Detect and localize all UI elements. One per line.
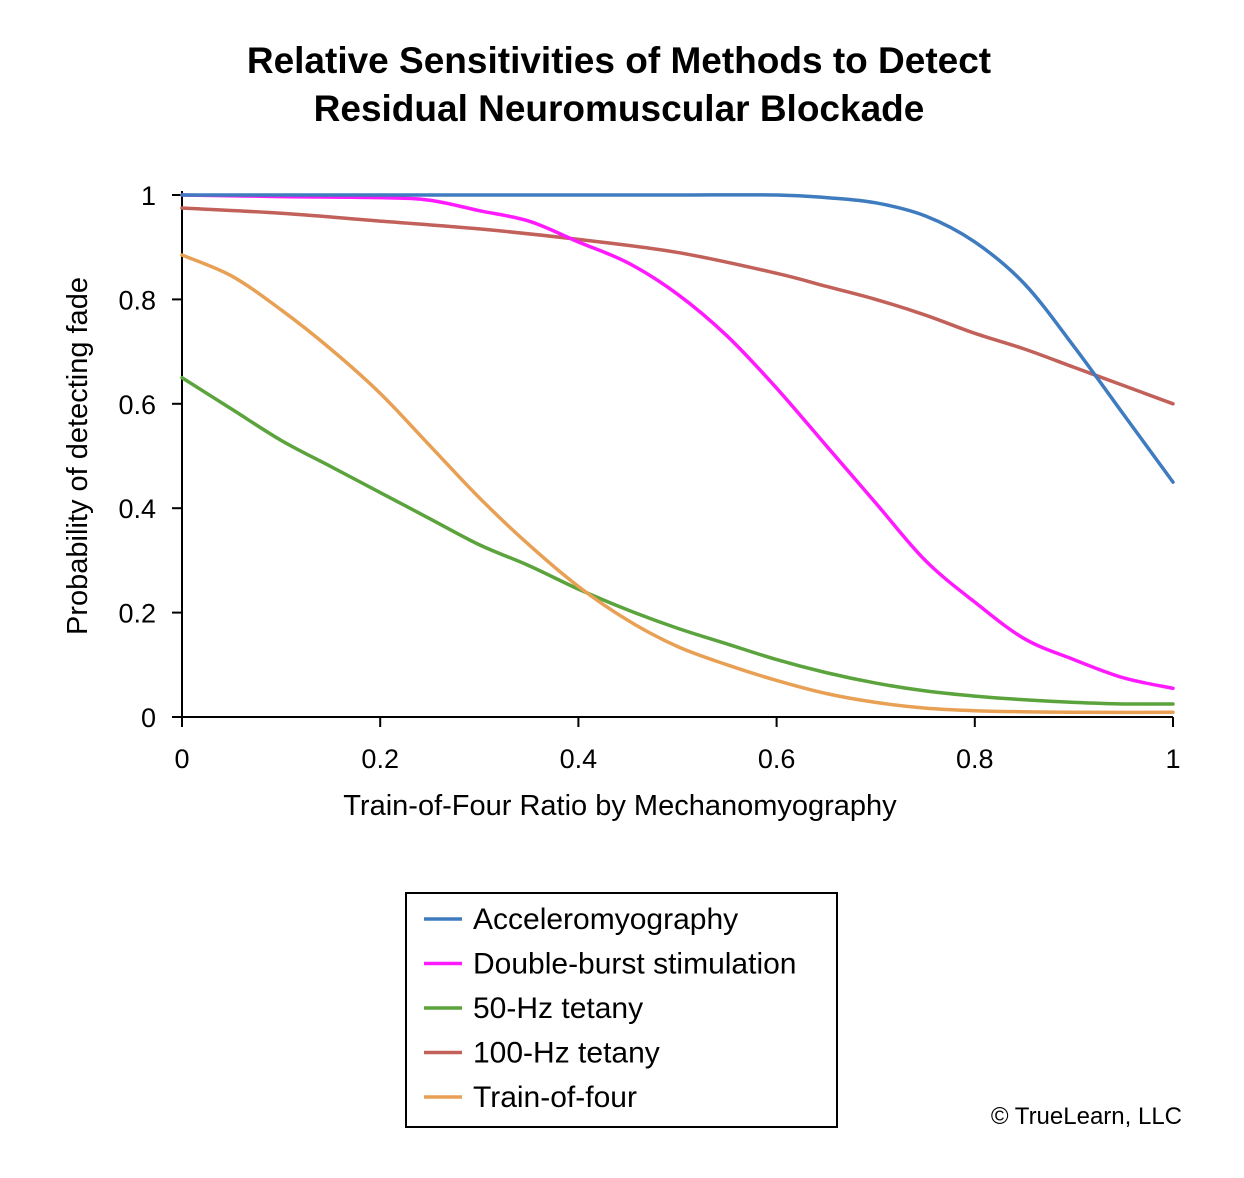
axes: 0 0.2 0.4 0.6 0.8 1 0 0.2 0.4 0.6 0.8 1 [118,181,1180,774]
y-tick-label: 0.4 [118,494,156,524]
legend-label: Train-of-four [473,1081,637,1114]
legend-box [405,892,838,1128]
series-lines [180,193,1175,715]
chart-title-line-2: Residual Neuromuscular Blockade [314,88,925,129]
y-tick-label: 0.6 [118,390,156,420]
y-axis-label: Probability of detecting fade [62,277,94,635]
x-tick-label: 1 [1165,744,1180,774]
legend-label: Double-burst stimulation [473,948,796,981]
y-tick-label: 1 [141,181,156,211]
series-line-acceleromyography [180,193,1175,484]
legend-label: 100-Hz tetany [473,1037,660,1070]
series-line-double-burst-stimulation [180,193,1175,691]
chart-title-line-1: Relative Sensitivities of Methods to Det… [247,40,991,81]
y-tick-label: 0 [141,703,156,733]
legend-label: 50-Hz tetany [473,992,643,1025]
y-tick-label: 0.2 [118,599,156,629]
x-tick-label: 0.6 [758,744,796,774]
y-tick-label: 0.8 [118,285,156,315]
x-axis-label: Train-of-Four Ratio by Mechanomyography [343,790,897,822]
x-tick-label: 0.4 [560,744,598,774]
x-tick-label: 0.8 [956,744,994,774]
legend-label: Acceleromyography [473,903,738,936]
series-line-100-hz-tetany [180,206,1175,406]
series-line-50-hz-tetany [180,375,1175,706]
legend: Acceleromyography Double-burst stimulatio… [405,892,838,1128]
series-line-train-of-four [180,253,1175,715]
copyright-text: © TrueLearn, LLC [991,1103,1182,1130]
x-tick-label: 0.2 [361,744,399,774]
x-tick-label: 0 [174,744,189,774]
